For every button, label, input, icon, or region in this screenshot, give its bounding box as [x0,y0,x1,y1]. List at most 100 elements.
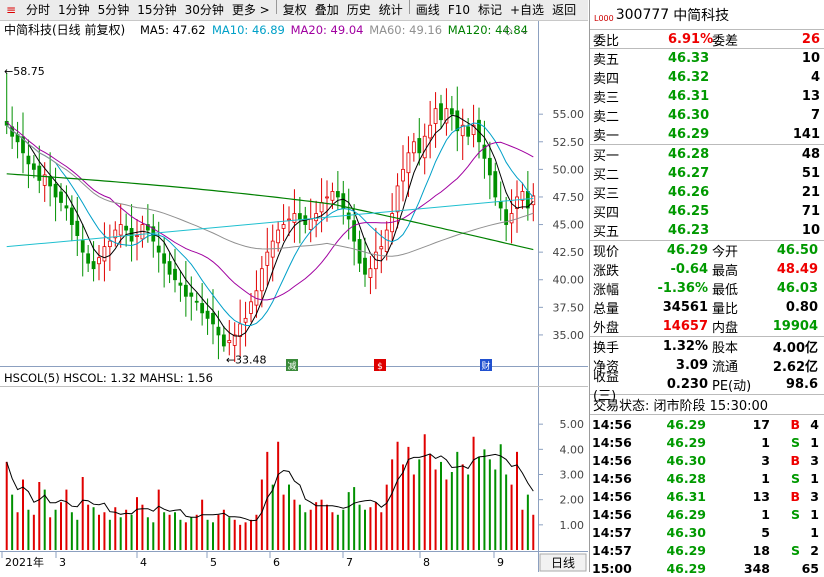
asks-price: 46.31 [668,89,710,104]
bids-row[interactable]: 买一 46.28 48 [590,145,824,164]
tick-count: 1 [810,506,819,522]
quote-label: 内盘 [712,321,739,336]
toolbar-tab-5[interactable]: 更多 > [231,2,270,17]
tick-row[interactable]: 14:56 46.29 17 B 4 [590,415,824,433]
event-marker-1[interactable] [374,359,386,371]
quote-label: 总量 [593,302,620,317]
candle-body [509,213,514,224]
bids-row[interactable]: 买三 46.26 21 [590,183,824,202]
toolbar-tab-2[interactable]: 5分钟 [97,2,130,17]
candle-body [145,224,150,231]
candle-body [211,313,215,325]
toolbar-tab-7[interactable]: 叠加 [314,2,339,17]
tick-volume: 5 [761,524,770,540]
toolbar-tab-10[interactable]: 画线 [415,2,440,17]
toolbar-tab-8[interactable]: 历史 [346,2,371,17]
tick-row[interactable]: 14:56 46.29 1 S 1 [590,433,824,451]
tick-price: 46.29 [666,416,706,432]
fund-label: 换手 [593,341,620,356]
toolbar-tab-4[interactable]: 30分钟 [184,2,224,17]
period-toolbar: ≡ 分时 1分钟 5分钟 15分钟 30分钟 更多 > 复权 叠加 历史 统计 画线 F10 标记 +自选… [0,0,588,21]
candle-body [107,240,112,248]
toolbar-tab-9[interactable]: 统计 [378,2,403,17]
quote-value: 14657 [662,319,708,334]
tick-row[interactable]: 14:57 46.29 18 S 2 [590,541,824,559]
candle-body [243,317,248,323]
ma-legend-1: MA10: 46.89 [212,23,285,37]
candle-body [466,126,471,137]
toolbar-tab-3[interactable]: 15分钟 [137,2,177,17]
weibi-label: 委比 [593,33,620,49]
tick-volume: 13 [752,488,770,504]
candle-body [91,261,96,270]
toolbar-tab-6[interactable]: 复权 [282,2,307,17]
asks-row[interactable]: 卖四 46.32 4 [590,68,824,87]
ma250-line [6,198,534,248]
ma10-line [6,122,534,326]
toolbar-tab-12[interactable]: 标记 [477,2,502,17]
toolbar-tab-14[interactable]: 返回 [552,2,577,17]
quote-label: 外盘 [593,321,620,336]
period-button[interactable] [539,553,587,572]
tick-price: 46.28 [666,470,706,486]
chevron-down-icon[interactable]: ⌄ [520,24,529,37]
tick-volume: 1 [761,506,770,522]
tick-row[interactable]: 14:56 46.31 13 B 3 [590,487,824,505]
asks-row[interactable]: 卖二 46.30 7 [590,106,824,125]
tick-row[interactable]: 14:56 46.30 3 B 3 [590,451,824,469]
candle-body [319,202,324,213]
tick-volume: 3 [761,452,770,468]
asks-row[interactable]: 卖五 46.33 10 [590,49,824,68]
tick-flag: B [790,416,800,432]
candle-body [31,163,36,170]
tick-row[interactable]: 14:56 46.28 1 S 1 [590,469,824,487]
candle-body [455,110,460,132]
tick-row[interactable]: 15:00 46.29 348 65 [590,559,824,577]
event-marker-label: $ [377,362,383,372]
asks-row[interactable]: 卖三 46.31 13 [590,87,824,106]
candle-body [493,171,498,198]
toolbar-divider [275,0,277,14]
event-marker-2[interactable] [480,359,492,371]
tick-flag: B [790,488,800,504]
event-marker-0[interactable] [286,359,298,371]
candle-body [482,144,487,159]
quote-value: 19904 [772,319,818,334]
bids-row[interactable]: 买四 46.25 71 [590,202,824,221]
chart-area[interactable]: 中简科技(日线 前复权) MA5: 47.62 MA10: 46.89 MA20: 4… [0,21,588,572]
trade-status-text: 交易状态: 闭市阶段 15:30:00 [593,399,769,414]
quote-value: 46.03 [776,281,818,296]
toolbar-tab-1[interactable]: 1分钟 [58,2,90,17]
candle-body [227,340,232,344]
chart-header-bg [0,21,588,41]
toolbar-tab-11[interactable]: F10 [447,2,470,17]
period-button-label: 日线 [551,556,575,570]
tick-volume: 18 [752,542,770,558]
candle-body [460,124,465,137]
menu-icon[interactable]: ≡ [5,3,17,17]
volume-tick-label: 4.00 [560,443,585,456]
bids-row[interactable]: 买五 46.23 10 [590,221,824,240]
candle-body [26,155,31,165]
asks-row[interactable]: 卖一 46.29 141 [590,125,824,144]
bids-row[interactable]: 买二 46.27 51 [590,164,824,183]
collapse-icon[interactable]: ◇ [504,24,513,37]
bids-label: 买一 [593,149,620,164]
tick-count: 1 [810,524,819,540]
tick-row[interactable]: 14:56 46.29 1 S 1 [590,505,824,523]
candle-body [531,195,536,206]
candle-body [428,124,433,139]
price-tick-label: 45.00 [553,219,585,232]
tick-list[interactable]: 14:56 46.29 17 B 4 14:56 46.29 1 S 1 14:56 46.30 3 B 3… [590,415,824,577]
tick-row[interactable]: 14:57 46.30 5 1 [590,523,824,541]
indicator-title: HSCOL(5) HSCOL: 1.32 MAHSL: 1.56 [4,371,213,385]
quote-row: 涨跌 -0.64 最高 48.49 [590,260,824,279]
bids-label: 买四 [593,206,620,221]
kline-chart[interactable]: 中简科技(日线 前复权) MA5: 47.62 MA10: 46.89 MA20: 4… [0,21,588,572]
candle-body [368,268,373,278]
toolbar-tab-0[interactable]: 分时 [26,2,51,17]
quote-label: 涨跌 [593,264,620,279]
quote-value: 0.80 [785,300,818,315]
toolbar-tab-13[interactable]: +自选 [510,2,545,17]
tick-flag: S [790,470,800,486]
